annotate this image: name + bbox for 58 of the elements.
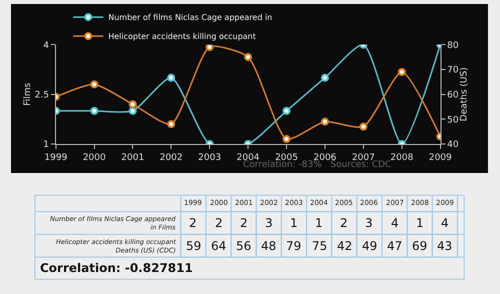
point <box>128 106 137 115</box>
x-tick-label: 2008 <box>390 152 414 163</box>
data-label: 1 <box>416 216 424 230</box>
legend-label: Number of films Niclas Cage appeared in <box>108 13 272 22</box>
text: Correlation: -0.827811 <box>40 261 193 275</box>
y2-tick-label: 80 <box>447 40 459 51</box>
y-axis-title: Films <box>23 82 34 106</box>
data-label: 4 <box>391 216 399 230</box>
data-label: 59 <box>186 239 202 253</box>
x-tick-label: 2002 <box>160 152 183 163</box>
x-tick-label: 2007 <box>352 152 375 163</box>
y-tick-label: 4 <box>43 40 50 51</box>
data-label: 3 <box>365 216 373 230</box>
legend-label: Helicopter accidents killing occupant <box>108 32 256 42</box>
point <box>206 44 214 52</box>
data-label: 79 <box>286 239 302 253</box>
data-label: 3 <box>265 216 273 230</box>
data-label: 49 <box>362 239 378 253</box>
y2-axis-title: Deaths (US) <box>460 67 470 122</box>
point <box>320 74 329 82</box>
point <box>320 118 329 126</box>
point <box>90 80 98 88</box>
data-label: 2 <box>340 216 348 230</box>
data-label: 4 <box>441 216 449 230</box>
x-tick-label: 2003 <box>198 152 222 163</box>
data-label: 43 <box>437 239 452 253</box>
point <box>244 53 252 62</box>
text: Correlation: -83% Sources: CDC <box>243 160 392 170</box>
x-tick-label: 2001 <box>121 152 144 163</box>
y2-tick-label: 40 <box>447 140 459 150</box>
data-label: 1 <box>315 216 323 230</box>
point <box>282 106 291 115</box>
point <box>167 74 176 82</box>
data-label: 2 <box>240 216 248 230</box>
data-label: 42 <box>337 239 352 253</box>
point <box>359 122 368 131</box>
y2-tick-label: 50 <box>447 115 459 126</box>
y-tick-label: 2.5 <box>34 90 50 100</box>
data-label: 64 <box>211 239 226 253</box>
x-tick-label: 2009 <box>428 152 452 163</box>
y2-tick-label: 70 <box>447 66 459 76</box>
data-label: 2 <box>215 216 223 230</box>
data-label: 2 <box>189 216 197 230</box>
point <box>282 135 291 144</box>
point <box>90 106 98 115</box>
x-tick-label: 1999 <box>44 152 68 163</box>
data-label: 69 <box>412 239 428 253</box>
data-label: 56 <box>236 239 252 253</box>
data-label: 1 <box>290 216 298 230</box>
x-tick-label: 2000 <box>82 152 106 163</box>
data-label: 75 <box>312 239 328 253</box>
point <box>167 120 176 128</box>
point <box>128 100 137 108</box>
point <box>398 68 406 76</box>
data-label: 48 <box>261 239 276 253</box>
data-label: 47 <box>387 239 402 253</box>
y-tick-label: 1 <box>43 140 50 150</box>
y2-tick-label: 60 <box>447 90 459 100</box>
